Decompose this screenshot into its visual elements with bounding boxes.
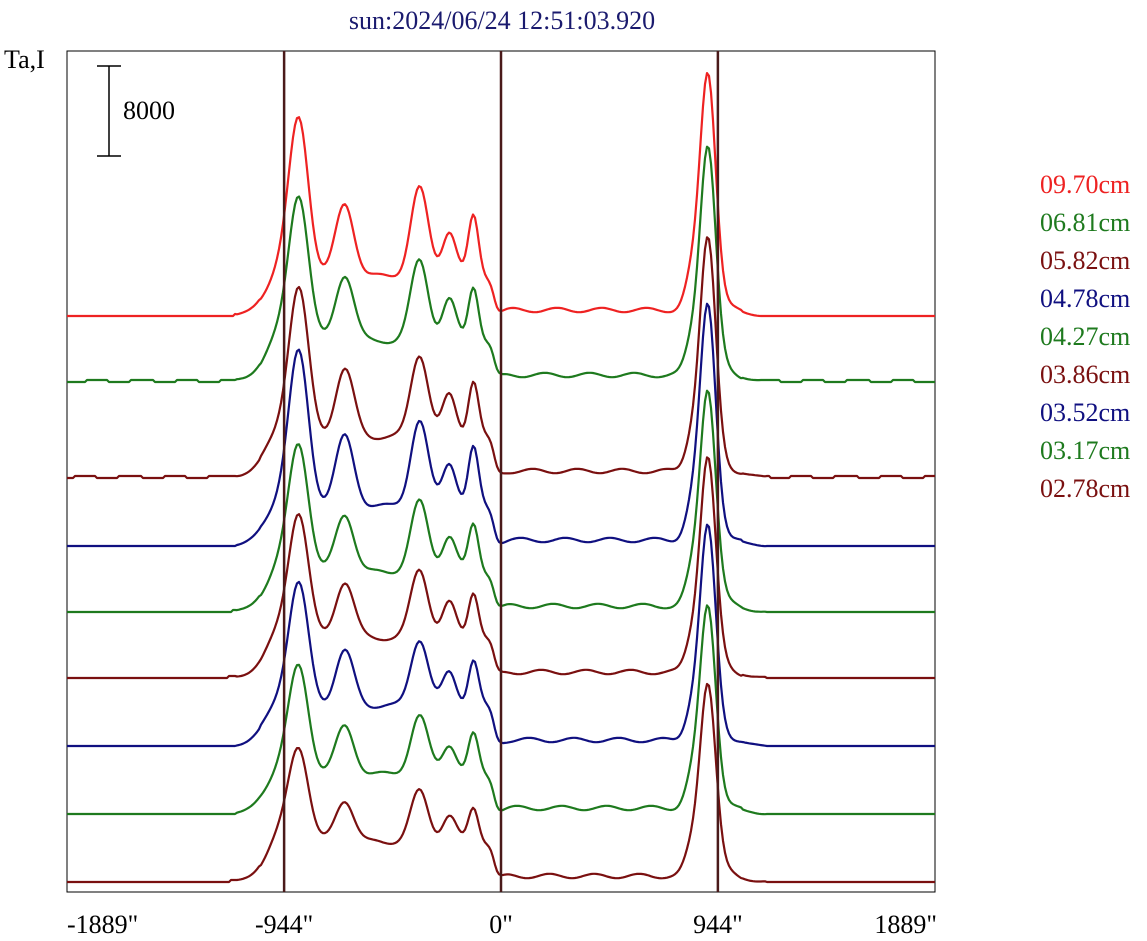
scale-bar-label: 8000 [123,96,175,125]
legend-entry: 02.78cm [1040,474,1130,503]
legend-entry: 03.52cm [1040,398,1130,427]
legend: 09.70cm 06.81cm 05.82cm 04.78cm 04.27cm 03.86… [1040,170,1130,503]
x-tick-label: 944" [693,910,743,939]
scale-bar: 8000 [97,65,175,157]
x-tick-label: -1889" [67,910,138,939]
legend-entry: 05.82cm [1040,246,1130,275]
x-tick-label: -944" [255,910,313,939]
x-tick-labels: -1889" -944" 0" 944" 1889" [67,910,937,939]
legend-entry: 03.86cm [1040,360,1130,389]
legend-entry: 06.81cm [1040,208,1130,237]
legend-entry: 09.70cm [1040,170,1130,199]
marker-group [282,51,720,892]
y-axis-label: Ta,I [4,45,45,74]
x-tick-label: 0" [489,910,513,939]
chart-title: sun:2024/06/24 12:51:03.920 [349,6,655,35]
legend-entry: 04.78cm [1040,284,1130,313]
legend-entry: 03.17cm [1040,436,1130,465]
legend-entry: 04.27cm [1040,322,1130,351]
x-tick-label: 1889" [874,910,937,939]
